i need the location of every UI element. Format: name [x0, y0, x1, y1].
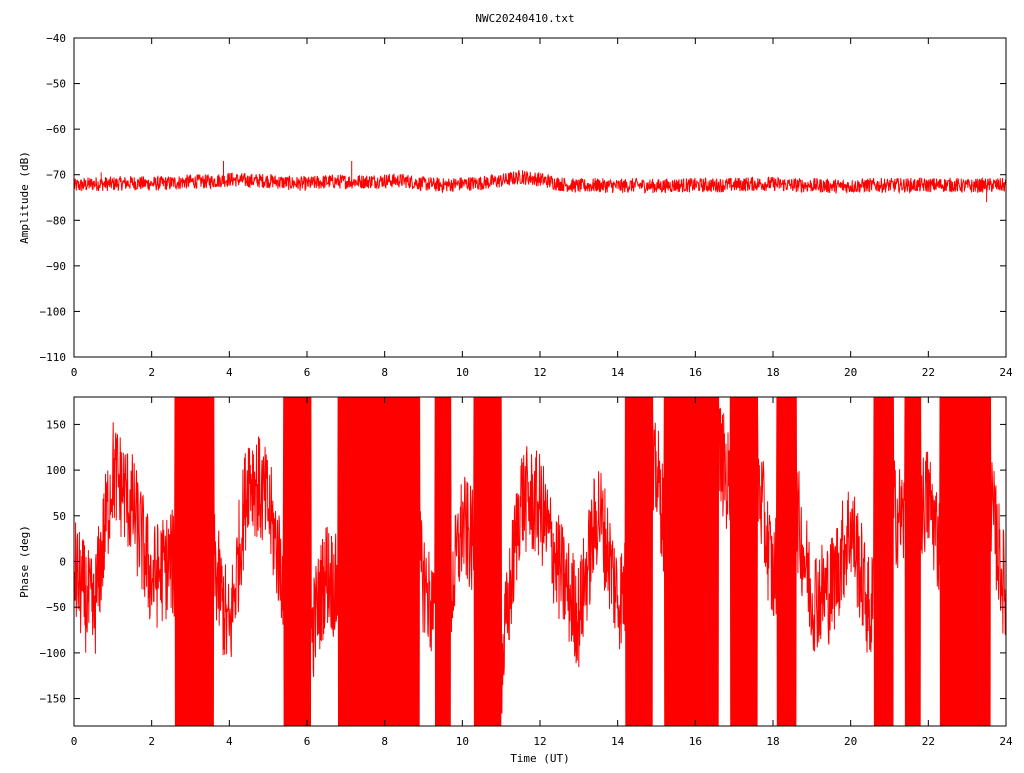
x-tick-label: 14: [611, 366, 625, 379]
x-tick-label: 18: [766, 366, 779, 379]
x-tick-label: 4: [226, 366, 233, 379]
y-tick-label: −50: [46, 78, 66, 91]
x-axis-label: Time (UT): [510, 752, 570, 765]
x-tick-label: 16: [689, 735, 702, 748]
y-tick-label: −40: [46, 32, 66, 45]
x-tick-label: 8: [381, 366, 388, 379]
x-tick-label: 10: [456, 366, 469, 379]
x-tick-label: 18: [766, 735, 779, 748]
y-tick-label: 150: [46, 418, 66, 431]
x-tick-label: 2: [148, 735, 155, 748]
x-tick-label: 0: [71, 366, 78, 379]
y-tick-label: −70: [46, 169, 66, 182]
x-tick-label: 20: [844, 366, 857, 379]
y-tick-label: −100: [40, 647, 67, 660]
x-tick-label: 4: [226, 735, 233, 748]
x-tick-label: 22: [922, 735, 935, 748]
x-tick-label: 16: [689, 366, 702, 379]
x-tick-label: 14: [611, 735, 625, 748]
x-tick-label: 24: [999, 366, 1013, 379]
series-line: [74, 397, 1006, 726]
y-tick-label: 50: [53, 510, 66, 523]
x-tick-label: 12: [533, 735, 546, 748]
x-tick-label: 6: [304, 366, 311, 379]
x-tick-label: 12: [533, 366, 546, 379]
x-tick-label: 10: [456, 735, 469, 748]
series-line: [74, 161, 1006, 203]
y-axis-label: Amplitude (dB): [18, 151, 31, 244]
chart-panel-2: 0 2 4 6 8 10 12 14 16 18 20 22 24−150−100−5005010015…: [18, 396, 1013, 765]
y-tick-label: 100: [46, 464, 66, 477]
x-tick-label: 6: [304, 735, 311, 748]
x-tick-label: 0: [71, 735, 78, 748]
y-tick-label: −100: [40, 305, 67, 318]
y-tick-label: 0: [59, 556, 66, 569]
chart-title: NWC20240410.txt: [475, 12, 574, 25]
x-tick-label: 2: [148, 366, 155, 379]
y-tick-label: −50: [46, 601, 66, 614]
y-tick-label: −60: [46, 123, 66, 136]
y-axis-label: Phase (deg): [18, 525, 31, 598]
x-tick-label: 24: [999, 735, 1013, 748]
x-tick-label: 8: [381, 735, 388, 748]
plot-frame: [73, 37, 1007, 358]
y-tick-label: −150: [40, 693, 67, 706]
x-tick-label: 20: [844, 735, 857, 748]
x-tick-label: 22: [922, 366, 935, 379]
y-tick-label: −80: [46, 214, 66, 227]
y-tick-label: −110: [40, 351, 67, 364]
y-tick-label: −90: [46, 260, 66, 273]
chart-panel-1: 0 2 4 6 8 10 12 14 16 18 20 22 24−110−100−90−80−70−6…: [18, 32, 1013, 379]
